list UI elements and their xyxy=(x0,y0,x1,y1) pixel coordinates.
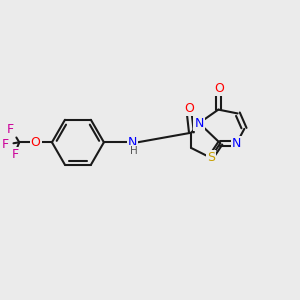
Text: S: S xyxy=(207,151,215,164)
Text: N: N xyxy=(232,137,241,150)
Text: O: O xyxy=(31,136,40,149)
Text: F: F xyxy=(12,148,19,161)
Text: H: H xyxy=(130,146,138,156)
Text: F: F xyxy=(7,123,14,136)
Text: N: N xyxy=(128,136,137,149)
Text: O: O xyxy=(214,82,224,95)
Text: F: F xyxy=(1,138,8,151)
Text: N: N xyxy=(194,117,204,130)
Text: O: O xyxy=(184,102,194,115)
